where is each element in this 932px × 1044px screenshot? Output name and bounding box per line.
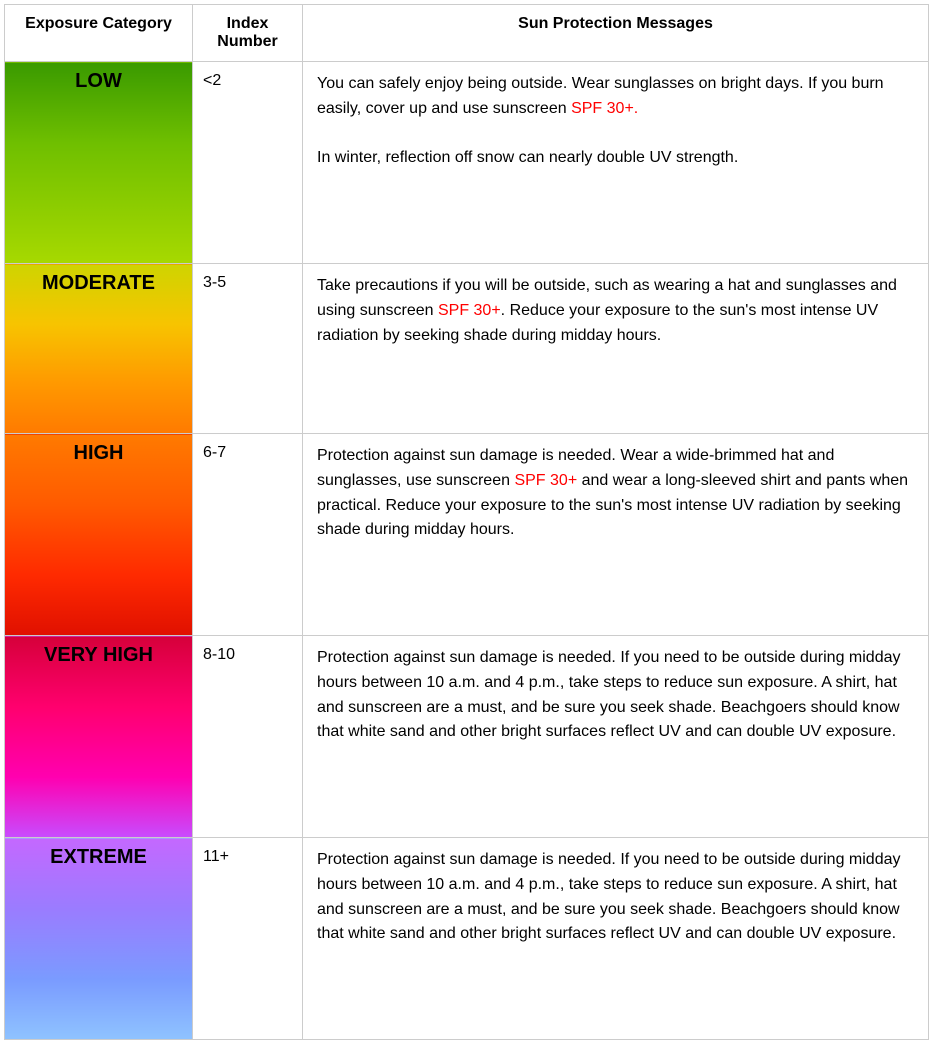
message-text: In winter, reflection off snow can nearl… xyxy=(317,149,738,166)
index-cell: 3-5 xyxy=(193,264,303,434)
message-paragraph: You can safely enjoy being outside. Wear… xyxy=(317,72,914,122)
header-category: Exposure Category xyxy=(5,5,193,62)
table-row: MODERATE3-5Take precautions if you will … xyxy=(5,264,929,434)
table-row: VERY HIGH8-10Protection against sun dama… xyxy=(5,636,929,838)
category-cell: EXTREME xyxy=(5,838,193,1040)
index-cell: 6-7 xyxy=(193,434,303,636)
spf-highlight: SPF 30+. xyxy=(571,100,638,117)
message-text: Protection against sun damage is needed.… xyxy=(317,649,901,740)
index-cell: 8-10 xyxy=(193,636,303,838)
message-cell: Protection against sun damage is needed.… xyxy=(303,434,929,636)
spf-highlight: SPF 30+ xyxy=(438,302,501,319)
category-cell: MODERATE xyxy=(5,264,193,434)
message-paragraph: Protection against sun damage is needed.… xyxy=(317,848,914,947)
message-paragraph: Protection against sun damage is needed.… xyxy=(317,444,914,543)
index-cell: <2 xyxy=(193,62,303,264)
category-cell: VERY HIGH xyxy=(5,636,193,838)
category-cell: HIGH xyxy=(5,434,193,636)
message-cell: Take precautions if you will be outside,… xyxy=(303,264,929,434)
message-paragraph: Protection against sun damage is needed.… xyxy=(317,646,914,745)
uv-index-table: Exposure Category Index Number Sun Prote… xyxy=(4,4,929,1040)
index-cell: 11+ xyxy=(193,838,303,1040)
category-cell: LOW xyxy=(5,62,193,264)
table-row: HIGH6-7Protection against sun damage is … xyxy=(5,434,929,636)
message-paragraph: In winter, reflection off snow can nearl… xyxy=(317,146,914,171)
message-cell: Protection against sun damage is needed.… xyxy=(303,838,929,1040)
table-row: EXTREME11+Protection against sun damage … xyxy=(5,838,929,1040)
message-paragraph: Take precautions if you will be outside,… xyxy=(317,274,914,348)
header-message: Sun Protection Messages xyxy=(303,5,929,62)
message-text: Protection against sun damage is needed.… xyxy=(317,851,901,942)
table-body: LOW<2 You can safely enjoy being outside.… xyxy=(5,62,929,1040)
message-cell: Protection against sun damage is needed.… xyxy=(303,636,929,838)
message-cell: You can safely enjoy being outside. Wear… xyxy=(303,62,929,264)
table-row: LOW<2 You can safely enjoy being outside.… xyxy=(5,62,929,264)
spf-highlight: SPF 30+ xyxy=(514,472,577,489)
header-row: Exposure Category Index Number Sun Prote… xyxy=(5,5,929,62)
header-index: Index Number xyxy=(193,5,303,62)
